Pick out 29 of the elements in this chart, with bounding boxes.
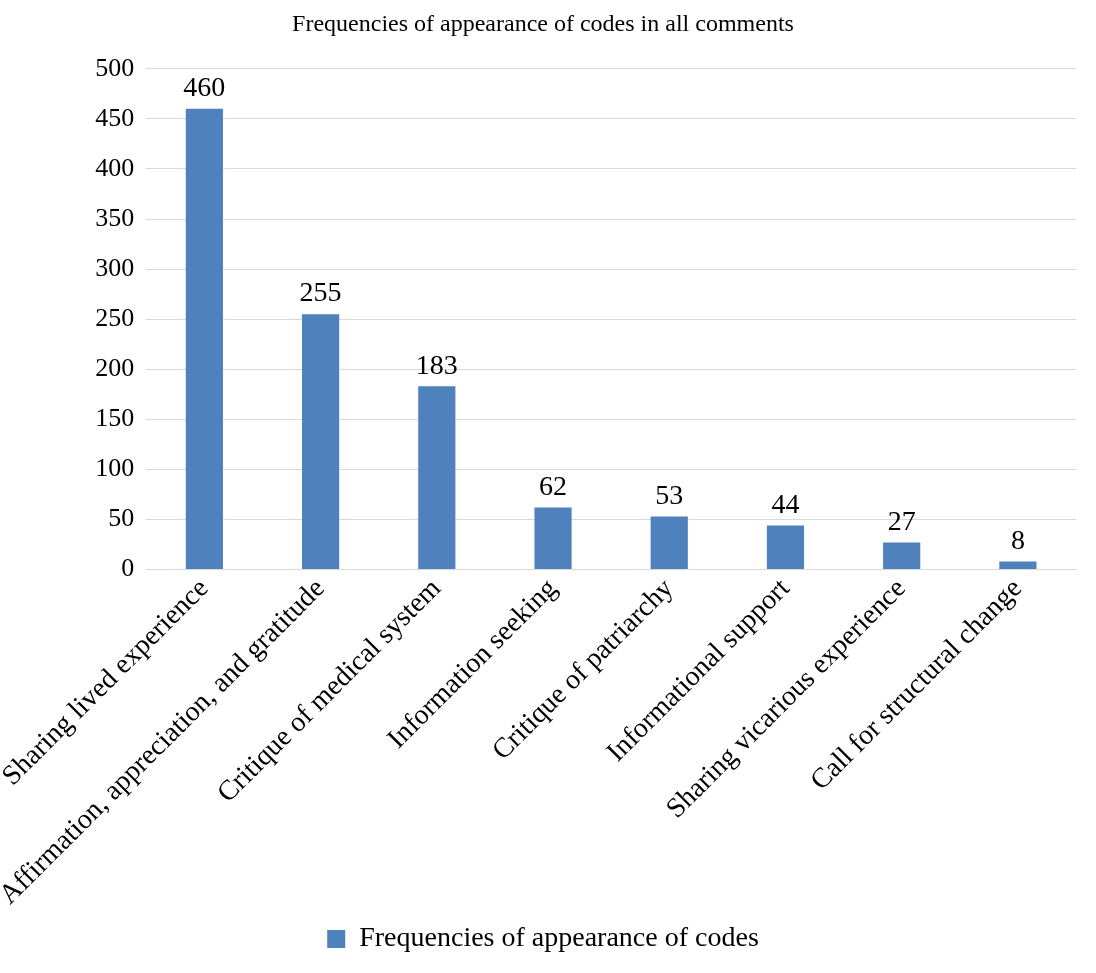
- bar: [418, 386, 456, 569]
- data-label: 460: [183, 71, 226, 103]
- y-tick-label: 0: [121, 553, 135, 583]
- data-label: 183: [415, 348, 458, 380]
- bar: [766, 525, 805, 569]
- legend-label: Frequencies of appearance of codes: [359, 921, 759, 953]
- data-label: 27: [887, 504, 916, 536]
- data-label: 8: [1010, 523, 1025, 555]
- bar: [302, 314, 340, 569]
- y-tick-label: 200: [95, 353, 135, 383]
- y-tick-label: 50: [108, 503, 135, 533]
- y-tick-label: 250: [95, 302, 135, 332]
- y-tick-label: 100: [95, 453, 135, 483]
- y-tick-label: 150: [95, 403, 135, 433]
- chart-title: Frequencies of appearance of codes in all comments: [292, 9, 794, 36]
- bar: [650, 516, 688, 569]
- y-tick-label: 500: [95, 52, 135, 82]
- y-tick-label: 450: [95, 102, 135, 132]
- data-label: 44: [771, 487, 800, 519]
- bar: [185, 108, 223, 569]
- bar: [534, 507, 572, 569]
- y-tick-label: 400: [95, 152, 135, 182]
- data-label: 62: [539, 469, 568, 501]
- y-tick-label: 300: [95, 252, 135, 282]
- bar: [999, 561, 1037, 569]
- data-label: 255: [299, 276, 342, 308]
- bar: [883, 542, 921, 569]
- data-label: 53: [655, 478, 684, 510]
- y-tick-label: 350: [95, 202, 135, 232]
